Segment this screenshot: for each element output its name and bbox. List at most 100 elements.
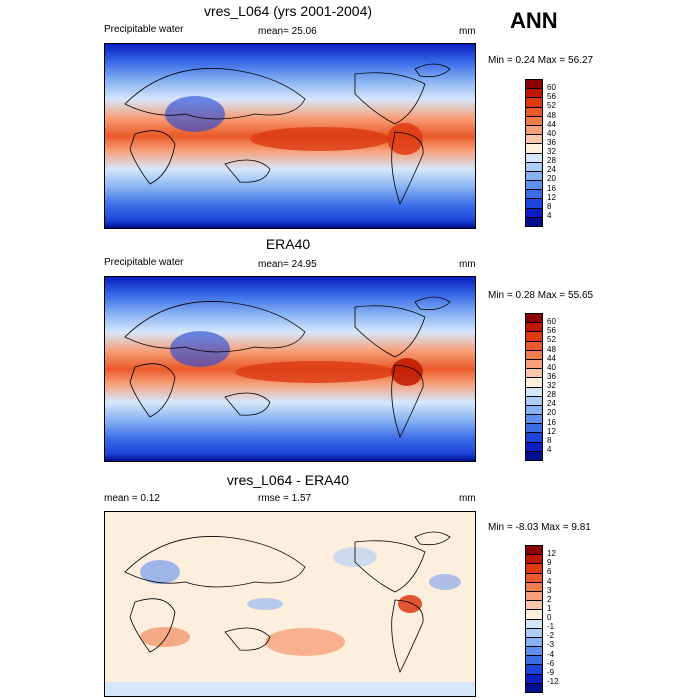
panel1-colorbar-cell [526,89,542,99]
panel3-colorbar-cell [526,591,542,602]
panel2-mean-label: mean= 24.95 [258,259,317,270]
panel2-colorbar-tick-label: 24 [547,399,556,409]
panel2-colorbar-tick-label: 20 [547,408,556,418]
panel2-colorbar-cell [526,442,542,452]
panel2-colorbar-tick-label: 44 [547,353,556,363]
panel3-colorbar-tick-label: 0 [547,613,552,622]
panel1-colorbar-tick-label: 52 [547,101,556,111]
panel1-colorbar-tick-label: 36 [547,137,556,147]
panel3-colorbar-cell [526,665,542,675]
panel1-colorbar-cell [526,116,542,126]
panel2-colorbar-cell [526,451,542,460]
panel3-colorbar [525,545,543,693]
panel2-minmax-label: Min = 0.28 Max = 55.65 [488,290,594,301]
panel1-colorbar-tick-label: 32 [547,147,556,156]
panel1-colorbar [525,79,543,227]
panel3-mean-label: mean = 0.12 [104,493,160,504]
panel1-colorbar-cell [526,208,542,218]
panel3-colorbar-tick-label: -12 [547,676,559,686]
panel2-map [104,276,476,462]
panel3-colorbar-cell [526,619,542,629]
panel1-colorbar-cell [526,171,542,182]
panel3-colorbar-cell [526,610,542,620]
panel3-colorbar-tick-label: 9 [547,558,552,568]
panel2-colorbar-cell [526,415,542,425]
panel1-colorbar-cell [526,217,542,226]
panel2-colorbar-tick-label: 16 [547,417,556,427]
panel3-colorbar-tick-label: -3 [547,640,555,650]
panel3-colorbar-cell [526,674,542,684]
panel1-colorbar-tick-label: 56 [547,92,556,102]
panel1-colorbar-tick-label: 44 [547,119,556,129]
season-label: ANN [510,8,558,33]
panel2-map-field [105,277,475,461]
panel3-colorbar-cell [526,683,542,692]
panel3-map [104,511,476,697]
panel1-variable-label: Precipitable water [104,24,184,35]
panel1-colorbar-tick-label: 16 [547,183,556,193]
panel1-colorbar-cell [526,190,542,200]
panel1-colorbar-cell [526,199,542,209]
panel1-colorbar-cell [526,98,542,108]
panel3-colorbar-cell [526,564,542,574]
panel1-colorbar-cell [526,162,542,172]
panel1-units-label: mm [459,26,476,37]
panel2-title: ERA40 [265,236,311,252]
panel2-colorbar-cell [526,378,542,388]
panel1-colorbar-tick-label: 40 [547,128,556,138]
panel2-colorbar-cell [526,387,542,397]
panel3-map-field [105,512,475,696]
panel1-colorbar-tick-label: 48 [547,110,556,120]
panel3-colorbar-tick-label: -9 [547,667,555,677]
panel1-colorbar-cell [526,181,542,191]
panel2-colorbar-tick-label: 56 [547,326,556,336]
panel3-colorbar-tick-label: -2 [547,631,555,641]
panel2-colorbar-cell [526,314,542,324]
panel2-colorbar-cell [526,433,542,443]
panel2-colorbar-cell [526,424,542,434]
panel3-colorbar-cell [526,601,542,611]
panel3-colorbar-tick-label: 1 [547,603,552,613]
panel1-colorbar-cell [526,144,542,154]
panel3-colorbar-tick-label: -6 [547,658,555,668]
panel2-colorbar-cell [526,396,542,406]
panel3-colorbar-cell [526,637,542,648]
panel3-colorbar-tick-label: -1 [547,622,555,632]
panel3-colorbar-cell [526,555,542,565]
panel2-colorbar-tick-label: 12 [547,426,556,436]
panel3-title: vres_L064 - ERA40 [226,472,350,488]
panel1-mean-label: mean= 25.06 [258,26,317,37]
panel2-colorbar-tick-label: 8 [547,435,552,445]
panel1-colorbar-cell [526,80,542,90]
panel1-colorbar-ticks: 60 56 52 48 44 40 36 32 28 24 20 16 12 8 4 [547,79,577,225]
panel2-colorbar-cell [526,350,542,360]
panel3-colorbar-cell [526,573,542,583]
panel3-colorbar-tick-label: 4 [547,576,552,586]
panel1-colorbar-cell [526,125,542,136]
panel1-colorbar-tick-label: 60 [547,83,556,93]
panel3-colorbar-cell [526,546,542,556]
panel2-colorbar [525,313,543,461]
panel3-colorbar-tick-label: 3 [547,585,552,595]
panel2-units-label: mm [459,259,476,270]
panel3-colorbar-tick-label: 2 [547,594,552,604]
panel1-colorbar-cell [526,107,542,117]
panel2-colorbar-cell [526,341,542,351]
panel2-colorbar-cell [526,405,542,416]
panel1-colorbar-tick-label: 12 [547,192,556,202]
panel2-colorbar-tick-label: 32 [547,381,556,390]
panel2-colorbar-tick-label: 28 [547,390,556,400]
panel2-colorbar-tick-label: 4 [547,444,552,454]
panel3-minmax-label: Min = -8.03 Max = 9.81 [488,522,591,533]
panel2-colorbar-cell [526,332,542,342]
panel2-colorbar-tick-label: 48 [547,344,556,354]
panel3-colorbar-cell [526,582,542,592]
panel1-map [104,43,476,229]
panel2-colorbar-tick-label: 40 [547,362,556,372]
panel2-colorbar-cell [526,323,542,333]
panel2-colorbar-cell [526,359,542,370]
panel2-colorbar-ticks: 60 56 52 48 44 40 36 32 28 24 20 16 12 8 4 [547,313,577,459]
panel3-colorbar-cell [526,647,542,657]
panel1-colorbar-tick-label: 8 [547,201,552,211]
panel3-rmse-label: rmse = 1.57 [258,493,312,504]
